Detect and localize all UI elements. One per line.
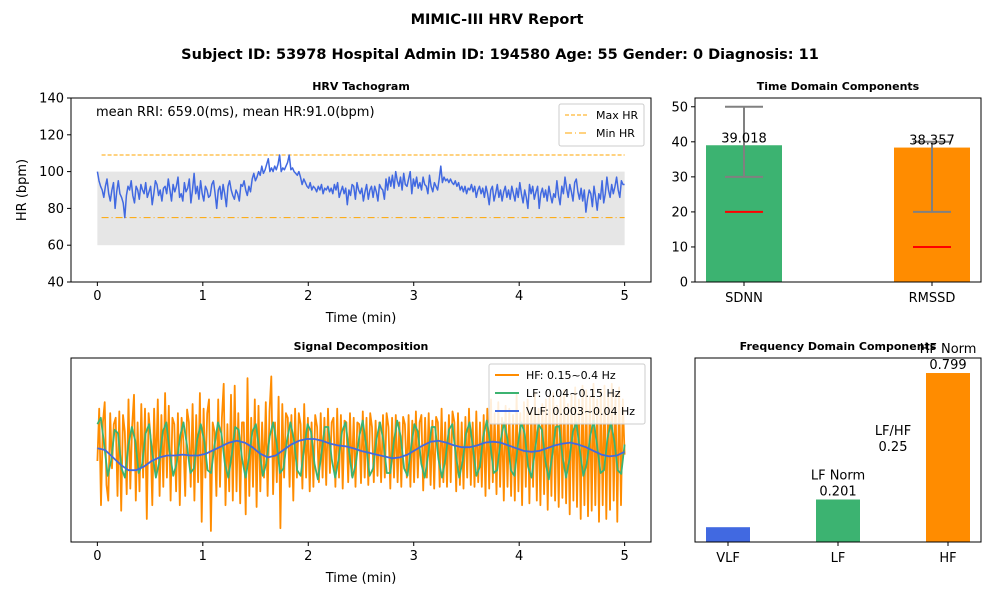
legend-label-max: Max HR	[596, 109, 639, 122]
value-label-line: 0.201	[819, 484, 856, 499]
x-tick-label: 5	[620, 549, 628, 564]
value-label-line: 0.799	[929, 358, 966, 373]
x-tick-label: 1	[199, 549, 207, 564]
series-line-lf	[96, 416, 626, 481]
value-label-line: LF Norm	[811, 468, 865, 483]
value-label-rmssd: 38.357	[909, 134, 955, 149]
category-label-rmssd: RMSSD	[909, 291, 956, 306]
y-tick-label: 40	[47, 276, 64, 291]
hrv-tachogram-panel: HRV Tachogram 0 1 2 3 4 5 40 60 80 100 120 140 Time (…	[15, 80, 652, 326]
time-domain-axes-frame	[694, 97, 982, 283]
value-label-hf: HF Norm 0.799	[920, 342, 977, 373]
x-tick-label: 5	[620, 289, 628, 304]
y-tick-label: 100	[39, 165, 64, 180]
lf-hf-ratio-label: LF/HF 0.25	[875, 424, 911, 455]
figure-subtitle: Subject ID: 53978 Hospital Admin ID: 194…	[181, 47, 819, 63]
y-tick-label: 20	[671, 205, 688, 220]
decomposition-x-label: Time (min)	[325, 571, 397, 586]
hr-series-line	[96, 154, 625, 219]
x-tick-label: 4	[515, 549, 523, 564]
series-line-hf	[96, 375, 626, 532]
tachogram-x-label: Time (min)	[325, 311, 397, 326]
x-tick-label: 1	[199, 289, 207, 304]
figure-title: MIMIC-III HRV Report	[411, 12, 584, 28]
y-tick-label: 120	[39, 128, 64, 143]
time-domain-title: Time Domain Components	[757, 80, 920, 93]
tachogram-legend: Max HR Min HR	[558, 103, 645, 147]
x-tick-label: 0	[93, 289, 101, 304]
category-label-hf: HF	[939, 551, 956, 566]
legend-label-vlf: VLF: 0.003~0.04 Hz	[526, 405, 635, 418]
x-tick-label: 4	[515, 289, 523, 304]
y-tick-label: 140	[39, 92, 64, 107]
category-label-sdnn: SDNN	[725, 291, 763, 306]
x-tick-label: 2	[304, 289, 312, 304]
y-tick-label: 10	[671, 240, 688, 255]
y-tick-label: 60	[47, 239, 64, 254]
bar-lf	[816, 499, 860, 542]
decomposition-title: Signal Decomposition	[294, 340, 429, 353]
y-tick-label: 50	[671, 100, 688, 115]
value-label-sdnn: 39.018	[721, 131, 767, 146]
decomposition-axes-frame	[70, 357, 652, 543]
y-tick-label: 0	[680, 276, 688, 291]
signal-decomposition-panel: Signal Decomposition 0 1 2 3 4 5 Time (min) HF: …	[70, 340, 652, 586]
x-tick-label: 2	[304, 549, 312, 564]
bar-hf	[926, 373, 970, 542]
ratio-label-line: 0.25	[879, 440, 908, 455]
tachogram-axes-frame	[70, 97, 652, 283]
legend-label-hf: HF: 0.15~0.4 Hz	[526, 369, 616, 382]
legend-label-min: Min HR	[596, 127, 635, 140]
value-label-line: HF Norm	[920, 342, 977, 357]
time-domain-panel: Time Domain Components 39.018 SDNN 38.357 RM…	[671, 80, 982, 306]
legend-label-lf: LF: 0.04~0.15 Hz	[526, 387, 621, 400]
value-label-lf: LF Norm 0.201	[811, 468, 865, 499]
x-tick-label: 3	[410, 549, 418, 564]
x-tick-label: 3	[410, 289, 418, 304]
tachogram-y-label: HR (bpm)	[15, 159, 30, 221]
tachogram-title: HRV Tachogram	[312, 80, 410, 93]
series-line-vlf	[97, 438, 625, 472]
y-tick-label: 40	[671, 135, 688, 150]
frequency-domain-title: Frequency Domain Components	[740, 340, 937, 353]
ratio-label-line: LF/HF	[875, 424, 911, 439]
bar-vlf	[706, 527, 750, 542]
x-tick-label: 0	[93, 549, 101, 564]
legend-box	[488, 363, 646, 425]
decomposition-legend: HF: 0.15~0.4 Hz LF: 0.04~0.15 Hz VLF: 0.00…	[488, 363, 646, 425]
mean-rri-hr-annotation: mean RRI: 659.0(ms), mean HR:91.0(bpm)	[96, 105, 375, 120]
category-label-lf: LF	[831, 551, 846, 566]
frequency-domain-axes-frame	[694, 357, 982, 543]
category-label-vlf: VLF	[716, 551, 740, 566]
y-tick-label: 80	[47, 202, 64, 217]
y-tick-label: 30	[671, 170, 688, 185]
